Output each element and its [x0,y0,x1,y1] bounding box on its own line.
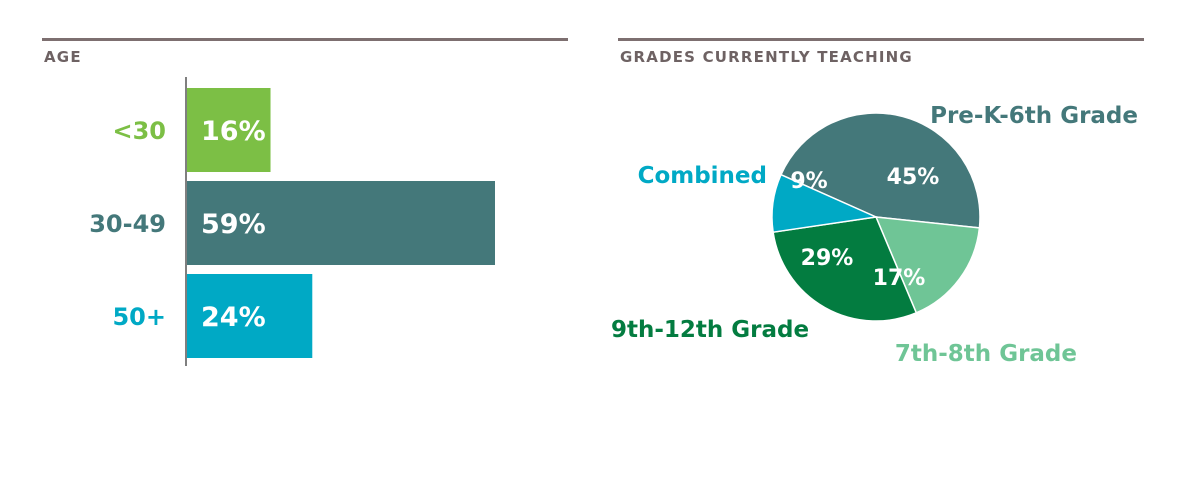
grades-pie-chart: 45% Pre-K-6th Grade 17% 7th-8th Grade 29% 9th… [611,103,1138,367]
age-panel-title: AGE [44,48,82,66]
age-panel-rule [42,38,568,41]
pie-slice-value-label: 45% [887,165,940,190]
age-bar-value-label: 59% [201,209,266,240]
grades-panel-title: GRADES CURRENTLY TEACHING [620,48,913,66]
pie-slice-category-label: 7th-8th Grade [895,341,1077,367]
age-category-label: <30 [112,117,166,145]
pie-slice [771,173,879,234]
pie-slice-value-label: 29% [801,246,854,271]
age-bar-value-label: 16% [201,116,266,147]
age-bar [187,274,313,358]
pie-slice-category-label: Pre-K-6th Grade [930,103,1138,129]
pie-slice [772,216,918,322]
pie-slice [779,112,981,229]
age-category-label: 30-49 [89,210,166,238]
pie-slice-category-label: 9th-12th Grade [611,317,809,343]
age-category-label: 50+ [112,303,166,331]
age-bar-chart: 16% <30 59% 30-49 24% 50+ [89,77,495,366]
age-bar [187,181,495,265]
grades-panel-rule [618,38,1144,41]
pie-slice-value-label: 17% [873,266,926,291]
age-bar [187,88,271,172]
pie-slice [874,216,981,314]
pie-slice-value-label: 9% [790,169,827,194]
pie-slice-category-label: Combined [638,163,767,189]
age-bar-value-label: 24% [201,302,266,333]
